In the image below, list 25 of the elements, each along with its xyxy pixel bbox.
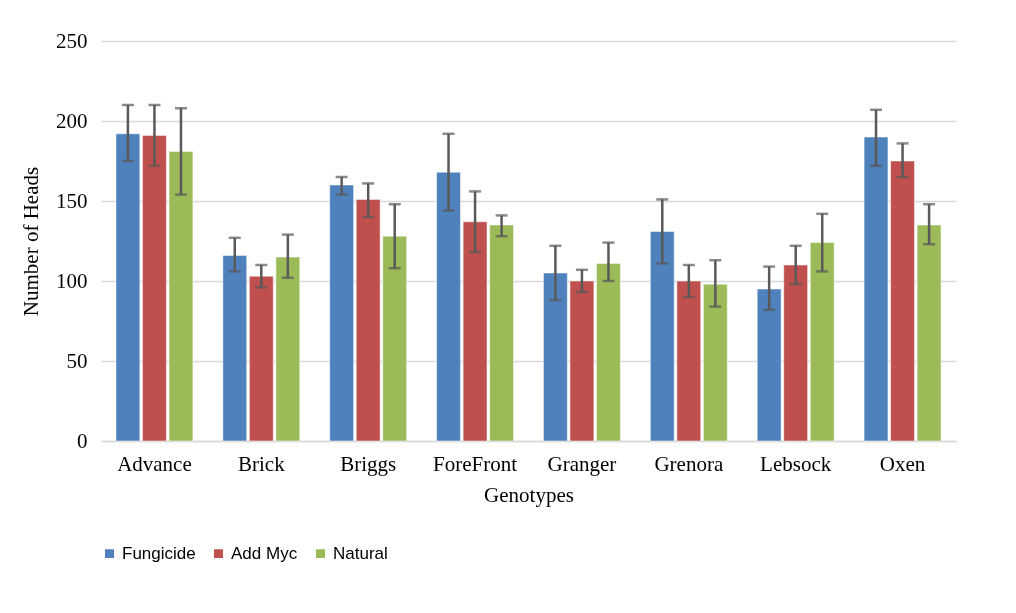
x-tick-label: Briggs [340, 451, 397, 476]
y-tick-label: 150 [56, 188, 88, 213]
x-axis-title: Genotypes [484, 482, 574, 507]
legend-label: Fungicide [122, 543, 196, 563]
x-tick-label: ForeFront [433, 451, 518, 476]
y-tick-label: 0 [77, 428, 88, 453]
y-tick-label: 250 [56, 28, 88, 53]
x-tick-label: Oxen [879, 451, 926, 476]
bar [222, 255, 247, 442]
bar [810, 242, 835, 442]
x-tick-label: Advance [117, 451, 192, 476]
bar [916, 224, 942, 442]
legend-label: Natural [333, 543, 388, 563]
legend-label: Add Myc [231, 543, 298, 563]
y-tick-label: 100 [56, 268, 88, 293]
x-tick-label: Brick [237, 451, 286, 476]
bar [329, 184, 354, 442]
y-axis-title: Number of Heads [19, 166, 43, 317]
x-tick-label: Grenora [654, 451, 724, 476]
bar [115, 133, 141, 442]
bar [703, 283, 728, 442]
y-tick-label: 50 [66, 348, 88, 373]
x-tick-label: Lebsock [760, 451, 832, 476]
y-tick-label: 200 [56, 108, 88, 133]
x-tick-label: Granger [547, 451, 617, 476]
